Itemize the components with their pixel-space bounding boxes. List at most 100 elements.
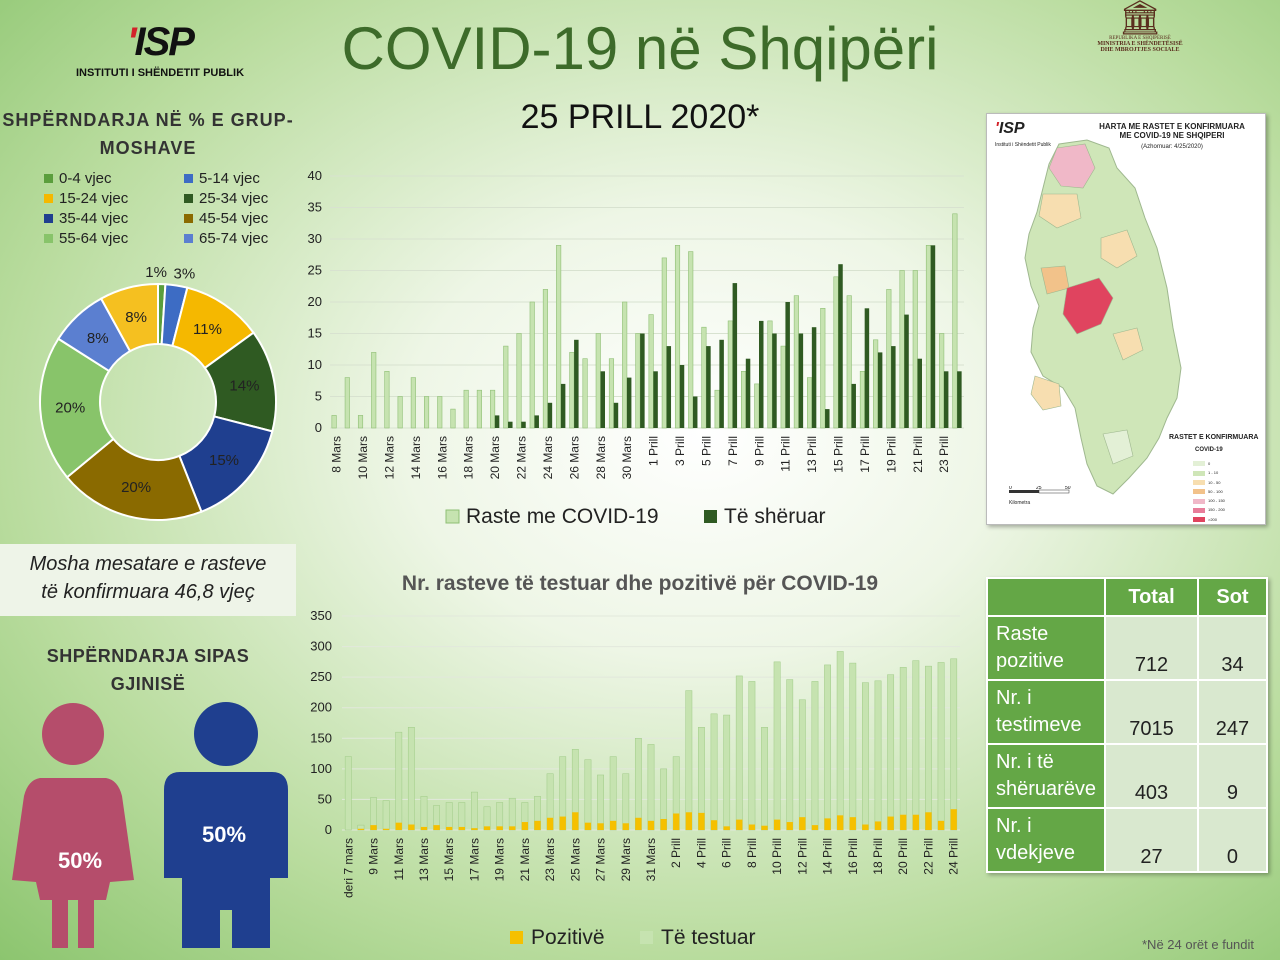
- bar-tested: [723, 714, 731, 831]
- bar-positive: [546, 817, 554, 830]
- bar-positive: [837, 815, 844, 830]
- legend-label: 25-34 vjec: [199, 190, 269, 207]
- bar: [521, 421, 526, 428]
- map-legend-label: 100 - 150: [1208, 498, 1225, 504]
- bar: [873, 339, 879, 429]
- ministry-line-1: REPUBLIKA E SHQIPËRISË: [1109, 36, 1171, 41]
- bar: [846, 295, 852, 429]
- legend-swatch: [44, 234, 53, 243]
- donut-data-label: 11%: [193, 321, 222, 338]
- bar: [807, 377, 813, 429]
- x-tick-label: 22 Mars: [515, 436, 529, 479]
- y-tick-label: 250: [310, 669, 332, 684]
- age-title-line-1: SHPËRNDARJA NË % E GRUP-: [2, 110, 294, 130]
- bar-tested: [925, 665, 932, 831]
- age-legend-item: 5-14 vjec: [184, 170, 304, 187]
- x-tick-label: deri 7 mars: [341, 838, 355, 898]
- bar: [820, 308, 826, 429]
- legend-swatch: [44, 194, 53, 203]
- summary-row-positive: Raste pozitive 712 34: [985, 615, 1269, 681]
- map-isp-logo: 'ISP: [995, 120, 1025, 137]
- bar-positive: [937, 820, 945, 830]
- bar-positive: [408, 824, 415, 830]
- age-legend-item: 45-54 vjec: [184, 210, 304, 227]
- donut-slice: [99, 282, 159, 353]
- bar: [410, 377, 416, 429]
- bar-tested: [382, 800, 390, 831]
- bar-tested: [407, 727, 415, 831]
- y-tick-label: 10: [308, 357, 322, 372]
- bar: [622, 301, 628, 429]
- y-tick-label: 100: [310, 761, 332, 776]
- bar: [503, 345, 509, 429]
- map-updated: (Azhornuar: 4/25/2020): [1141, 144, 1203, 150]
- summary-label: Nr. i të shëruarëve: [985, 743, 1107, 809]
- donut-data-label: 20%: [55, 400, 85, 417]
- bar-tested: [862, 682, 869, 831]
- legend-label: 55-64 vjec: [59, 230, 129, 247]
- bar: [851, 383, 856, 428]
- age-legend-item: 15-24 vjec: [44, 190, 184, 207]
- bar: [595, 333, 601, 429]
- bar-positive: [773, 819, 781, 830]
- bar: [569, 352, 575, 429]
- age-section-title: SHPËRNDARJA NË % E GRUP- MOSHAVE: [0, 106, 296, 162]
- tests-chart-title: Nr. rasteve të testuar dhe pozitivë për …: [401, 572, 879, 595]
- bar: [785, 302, 790, 428]
- bar: [582, 358, 588, 429]
- bar: [925, 245, 932, 429]
- summary-today: 0: [1196, 807, 1269, 873]
- gender-title-line-1: SHPËRNDARJA SIPAS: [46, 646, 250, 666]
- bar: [745, 358, 751, 428]
- bar: [772, 333, 777, 428]
- summary-header-row: Total Sot: [985, 577, 1269, 617]
- map-legend: 0 1 - 10 10 - 50 50 - 100 100 - 150 150 - 200…: [1193, 459, 1225, 524]
- y-tick-label: 30: [308, 231, 322, 246]
- map-legend-swatch: [1193, 470, 1205, 476]
- age-title-line-2: MOSHAVE: [99, 138, 197, 158]
- bar: [640, 333, 645, 428]
- legend-label: 65-74 vjec: [199, 230, 269, 247]
- map-legend-label: 50 - 100: [1208, 488, 1223, 494]
- y-tick-label: 50: [318, 791, 332, 806]
- x-tick-label: 20 Prill: [896, 838, 910, 875]
- donut-data-label: 8%: [125, 309, 147, 326]
- bar-positive: [395, 822, 402, 830]
- bar: [556, 245, 562, 429]
- summary-today: 247: [1196, 679, 1269, 745]
- age-donut-chart: 1% 3% 11% 14% 15% 20% 20% 8% 8%: [39, 264, 277, 521]
- bar: [384, 371, 390, 429]
- bar: [635, 333, 641, 429]
- bar-positive: [685, 812, 692, 830]
- donut-slice: [39, 337, 115, 479]
- bar-positive: [572, 812, 579, 830]
- summary-header-total: Total: [1104, 577, 1199, 617]
- y-tick-label: 5: [315, 389, 322, 404]
- bar-positive: [382, 828, 390, 830]
- map-legend-title: RASTET E KONFIRMUARA: [1169, 434, 1259, 441]
- x-tick-label: 4 Prill: [694, 838, 708, 868]
- x-tick-label: 10 Prill: [770, 838, 784, 875]
- legend-label: 45-54 vjec: [199, 210, 269, 227]
- legend-label: 35-44 vjec: [59, 210, 129, 227]
- bar-positive: [710, 820, 718, 830]
- summary-label: Nr. i testimeve: [985, 679, 1107, 745]
- x-tick-label: 21 Prill: [911, 436, 925, 473]
- bar: [891, 346, 896, 428]
- map-title-line-2: ME COVID-19 NE SHQIPERI: [1119, 131, 1225, 140]
- scale-label-25: 25: [1036, 486, 1042, 491]
- y-tick-label: 150: [310, 730, 332, 745]
- bar: [952, 213, 958, 429]
- bar-tested: [950, 658, 958, 831]
- x-tick-label: 17 Mars: [467, 838, 481, 881]
- legend-swatch: [704, 510, 717, 523]
- albania-map-panel: 'ISP Instituti i Shëndetit Publik HARTA …: [986, 113, 1266, 525]
- bar-positive: [647, 820, 655, 830]
- bar-positive: [521, 822, 529, 830]
- bar-tested: [395, 731, 403, 831]
- bar: [476, 389, 482, 429]
- bar-tested: [912, 660, 920, 831]
- bar-positive: [559, 816, 566, 830]
- summary-label: Raste pozitive: [985, 615, 1107, 681]
- x-tick-label: 19 Mars: [493, 838, 507, 881]
